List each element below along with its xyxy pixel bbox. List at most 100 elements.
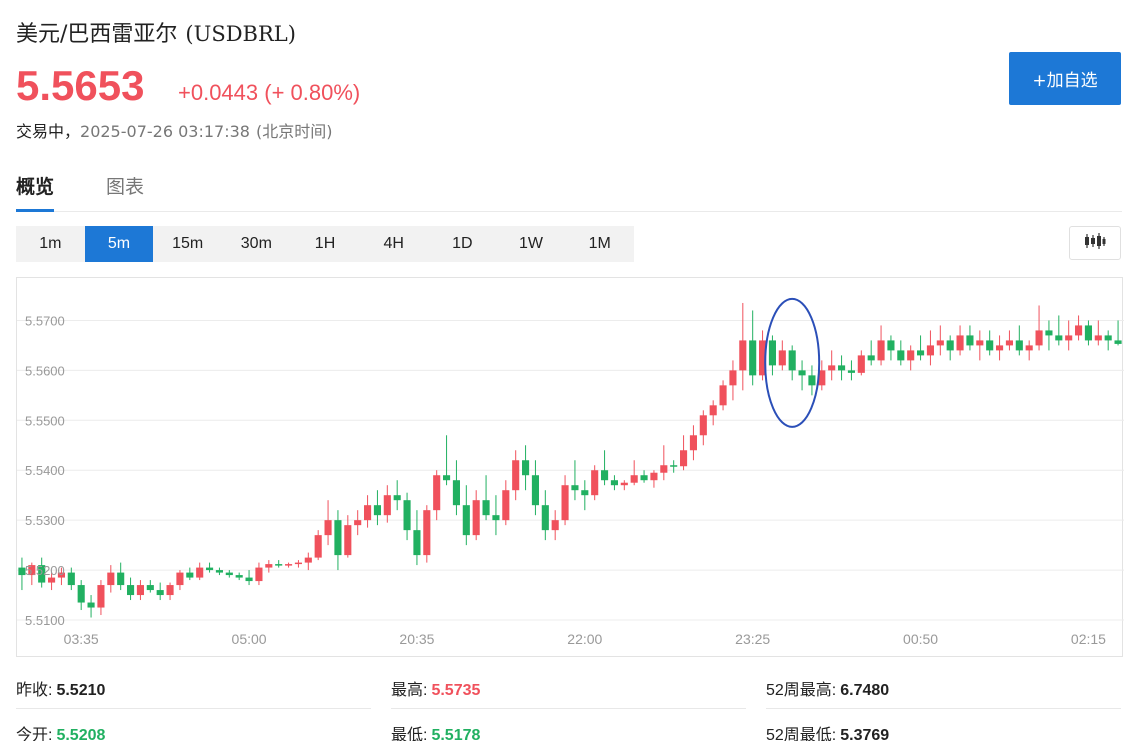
candle-body — [610, 480, 618, 486]
candle-body — [225, 572, 233, 576]
candle-body — [561, 485, 569, 521]
candle-body — [67, 572, 75, 586]
candle-body — [383, 495, 391, 516]
stat-value: 5.3769 — [840, 727, 890, 741]
candle-body — [57, 572, 65, 578]
candle-body — [1025, 345, 1033, 351]
candle-body — [907, 350, 915, 361]
y-tick-label: 5.5700 — [25, 313, 65, 328]
stat-value: 5.5178 — [431, 727, 481, 741]
period-30m[interactable]: 30m — [240, 235, 272, 252]
candle-body — [739, 340, 747, 371]
x-tick-label: 00:50 — [903, 631, 938, 647]
candle-body — [966, 335, 974, 346]
candle-body — [986, 340, 994, 351]
period-4h[interactable]: 4H — [383, 235, 404, 252]
candle-body — [818, 370, 826, 386]
candle-body — [541, 505, 549, 531]
candle-body — [591, 470, 599, 496]
candle-body — [689, 435, 697, 451]
period-1mo[interactable]: 1M — [588, 235, 611, 252]
candle-body — [294, 562, 302, 565]
stat-value: 5.5208 — [56, 727, 106, 741]
status-timezone: (北京时间) — [255, 122, 333, 141]
y-tick-label: 5.5200 — [25, 563, 65, 578]
period-1w[interactable]: 1W — [519, 235, 544, 252]
candle-body — [749, 340, 757, 376]
candle-body — [847, 370, 855, 373]
candle-body — [808, 375, 816, 386]
candle-body — [166, 585, 174, 596]
candle-body — [877, 340, 885, 361]
candle-body — [265, 564, 273, 568]
period-5m[interactable]: 5m — [84, 226, 154, 262]
add-watchlist-button[interactable]: +加自选 — [1009, 52, 1121, 105]
candle-body — [344, 525, 352, 556]
candle-body — [452, 480, 460, 506]
y-tick-label: 5.5500 — [25, 413, 65, 428]
price-chart[interactable]: 5.5100 5.5200 5.5300 5.5400 5.5500 5.5600 5.57… — [16, 277, 1124, 657]
tab-overview[interactable]: 概览 — [16, 172, 55, 212]
candle-body — [492, 515, 500, 521]
candle-body — [1015, 340, 1023, 351]
stat-value: 5.5735 — [431, 682, 481, 699]
candle-body — [956, 335, 964, 351]
chart-type-button[interactable] — [1069, 226, 1121, 260]
candle-body — [482, 500, 490, 516]
tab-chart[interactable]: 图表 — [106, 176, 145, 198]
candle-body — [1104, 335, 1112, 341]
stat-label: 最低: — [391, 727, 428, 741]
candle-body — [472, 500, 480, 536]
period-1d[interactable]: 1D — [452, 235, 473, 252]
instrument-name: 美元/巴西雷亚尔 — [16, 22, 178, 47]
candle-body — [680, 450, 688, 467]
candle-body — [630, 475, 638, 483]
candle-body — [235, 575, 243, 578]
candle-body — [285, 564, 293, 566]
candle-body — [176, 572, 184, 586]
candle-body — [996, 345, 1004, 351]
candle-body — [946, 340, 954, 351]
candle-body — [462, 505, 470, 536]
period-15m[interactable]: 15m — [172, 235, 204, 252]
candle-body — [97, 585, 105, 608]
candle-body — [127, 585, 135, 596]
candle-body — [107, 572, 115, 586]
candle-body — [887, 340, 895, 351]
y-tick-label: 5.5400 — [25, 463, 65, 478]
x-tick-label: 03:35 — [64, 631, 99, 647]
candle-body — [433, 475, 441, 511]
y-tick-label: 5.5600 — [25, 363, 65, 378]
candle-body — [117, 572, 125, 586]
candle-body — [917, 350, 925, 356]
candle-body — [156, 590, 164, 596]
candle-body — [620, 482, 628, 486]
stat-open: 今开: 5.5208 — [16, 721, 105, 741]
trading-status: 交易中，2025-07-26 03:17:38 (北京时间) — [16, 118, 332, 142]
candle-body — [1035, 330, 1043, 346]
tab-bar: 概览 图表 — [16, 170, 1122, 212]
status-label: 交易中， — [16, 122, 81, 141]
candle-body — [719, 385, 727, 406]
candle-body — [976, 340, 984, 346]
candle-body — [1055, 335, 1063, 341]
period-1h[interactable]: 1H — [314, 235, 336, 252]
candle-body — [443, 475, 451, 481]
divider — [16, 708, 371, 709]
instrument-title: 美元/巴西雷亚尔 (USDBRL) — [16, 16, 296, 48]
current-price: 5.5653 — [16, 62, 145, 109]
candle-body — [551, 520, 559, 531]
candle-body — [255, 567, 263, 582]
candle-body — [245, 577, 253, 582]
candle-body — [413, 530, 421, 556]
x-tick-label: 02:15 — [1071, 631, 1106, 647]
candle-body — [1094, 335, 1102, 341]
candle-body — [650, 472, 658, 481]
period-1m[interactable]: 1m — [39, 235, 62, 252]
candle-body — [215, 570, 223, 573]
stat-52w-high: 52周最高: 6.7480 — [766, 676, 889, 700]
candle-body — [828, 365, 836, 371]
candle-body — [354, 520, 362, 526]
candle-body — [423, 510, 431, 556]
candle-body — [364, 505, 372, 521]
